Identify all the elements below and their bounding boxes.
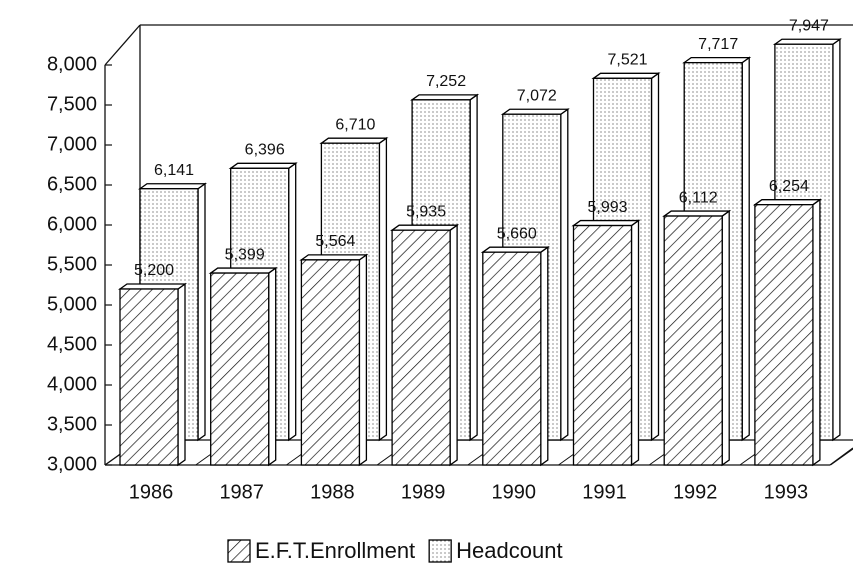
bar xyxy=(391,229,451,466)
bar-top xyxy=(299,254,369,261)
bar-side xyxy=(721,209,730,467)
bar-top xyxy=(208,267,278,274)
legend-label: Headcount xyxy=(456,538,562,563)
value-label: 5,993 xyxy=(587,199,627,216)
bar-group: 5,564 xyxy=(299,233,369,467)
legend-swatch xyxy=(227,539,251,563)
bar-top xyxy=(591,72,661,79)
y-tick-label: 3,000 xyxy=(47,453,97,475)
value-label: 5,660 xyxy=(497,225,537,242)
y-tick-label: 5,000 xyxy=(47,293,97,315)
bar-group: 5,200 xyxy=(117,262,188,467)
x-tick-label: 1986 xyxy=(129,481,174,503)
bar xyxy=(119,288,179,466)
x-tick-label: 1991 xyxy=(582,481,627,503)
bar-side xyxy=(832,37,841,442)
bar-side xyxy=(268,266,277,467)
bar-side xyxy=(560,107,569,442)
bar-group: 5,399 xyxy=(208,246,278,467)
value-label: 5,399 xyxy=(225,246,265,263)
bar-side xyxy=(197,182,206,442)
value-label: 5,564 xyxy=(315,233,355,250)
bar-top xyxy=(682,56,752,64)
bar-side xyxy=(358,253,368,467)
y-tick-label: 6,500 xyxy=(47,173,97,195)
y-tick-label: 8,000 xyxy=(47,53,97,75)
y-tick-label: 4,500 xyxy=(47,333,97,355)
bar-group: 5,660 xyxy=(480,225,550,467)
bar-group: 6,112 xyxy=(662,189,732,467)
y-tick-label: 7,500 xyxy=(47,93,97,115)
value-label: 6,396 xyxy=(245,142,285,159)
value-label: 7,717 xyxy=(698,36,738,53)
value-label: 5,200 xyxy=(134,262,174,279)
bar-group: 5,935 xyxy=(390,203,460,467)
bar-side xyxy=(469,93,478,442)
x-tick-label: 1990 xyxy=(492,481,537,503)
bar-top xyxy=(137,183,208,190)
x-tick-label: 1987 xyxy=(219,481,264,503)
x-tick-label: 1989 xyxy=(401,481,446,503)
y-tick-label: 4,000 xyxy=(47,373,97,395)
y-tick-label: 5,500 xyxy=(47,253,97,275)
bar-side xyxy=(288,162,297,442)
bar-side xyxy=(650,72,660,442)
x-tick-label: 1988 xyxy=(310,481,355,503)
y-tick-label: 7,000 xyxy=(47,133,97,155)
bar-side xyxy=(177,282,186,467)
bar-top xyxy=(571,219,641,227)
legend-swatch xyxy=(428,539,452,563)
value-label: 6,112 xyxy=(679,189,718,206)
bar-side xyxy=(449,223,458,467)
x-tick-label: 1993 xyxy=(764,481,809,503)
value-label: 7,072 xyxy=(517,87,557,104)
bar-top xyxy=(772,38,842,45)
value-label: 5,935 xyxy=(406,203,446,220)
y-tick-label: 3,500 xyxy=(47,413,97,435)
bar-top xyxy=(117,283,188,290)
value-label: 6,254 xyxy=(769,178,809,195)
x-tick-label: 1992 xyxy=(673,481,718,503)
bar-group: 5,993 xyxy=(571,199,641,467)
bar xyxy=(572,224,633,466)
bar xyxy=(210,272,270,466)
value-label: 7,521 xyxy=(607,52,647,69)
bar-side xyxy=(741,56,750,442)
bar-top xyxy=(662,210,732,217)
value-label: 6,710 xyxy=(335,116,375,133)
bar-top xyxy=(480,246,550,253)
bar-top xyxy=(752,199,822,206)
floor-divider xyxy=(830,448,853,466)
bar-group: 6,254 xyxy=(752,178,822,467)
bar-side xyxy=(540,245,549,467)
bar-side xyxy=(630,219,640,467)
y-tick-label: 6,000 xyxy=(47,213,97,235)
legend-label: E.F.T.Enrollment xyxy=(255,538,415,563)
bar-top xyxy=(410,94,480,101)
value-label: 7,947 xyxy=(789,17,829,34)
bar-side xyxy=(378,136,388,442)
bar-top xyxy=(319,137,389,144)
bar xyxy=(663,215,723,466)
bar-top xyxy=(228,162,298,169)
bar xyxy=(754,204,814,466)
bar-side xyxy=(812,198,821,467)
bar-top xyxy=(390,224,460,231)
bar xyxy=(482,251,542,466)
value-label: 7,252 xyxy=(426,73,466,90)
bar-top xyxy=(500,108,570,115)
bar xyxy=(300,259,361,466)
value-label: 6,141 xyxy=(154,162,194,179)
